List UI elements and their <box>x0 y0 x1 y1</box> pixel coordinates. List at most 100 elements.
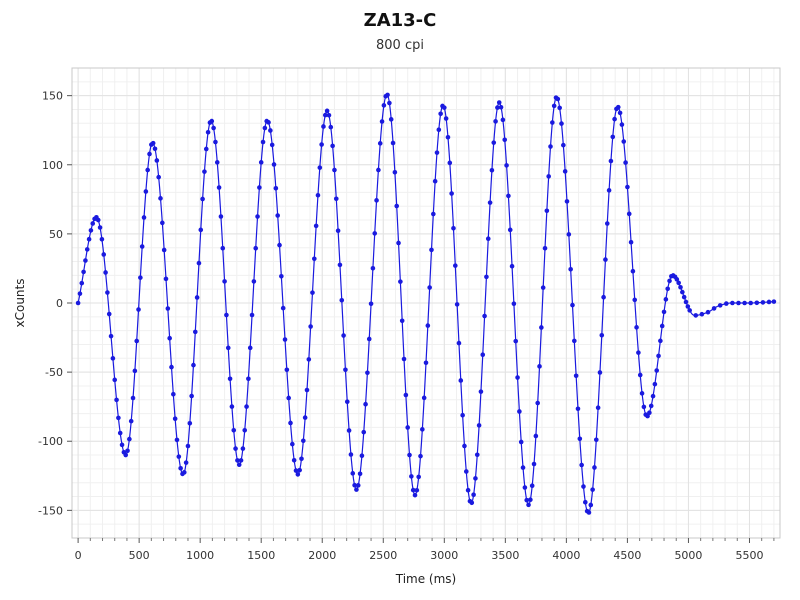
data-point <box>357 471 363 477</box>
data-point <box>480 352 486 358</box>
data-point <box>150 140 156 146</box>
data-point <box>253 245 259 251</box>
data-point <box>306 357 312 362</box>
data-point <box>209 118 215 124</box>
data-point <box>420 427 425 432</box>
data-point <box>606 188 612 193</box>
data-point <box>456 340 462 346</box>
data-point <box>533 433 539 439</box>
data-point <box>317 165 323 170</box>
data-point <box>458 378 464 383</box>
data-point <box>97 225 103 230</box>
data-point <box>127 436 132 442</box>
data-point <box>511 301 517 306</box>
data-point <box>247 345 253 351</box>
data-point <box>244 404 249 409</box>
x-tick-label: 4000 <box>552 549 580 562</box>
data-point <box>249 312 255 318</box>
data-point <box>421 395 427 401</box>
x-tick-label: 3500 <box>491 549 519 562</box>
data-point <box>381 103 387 108</box>
x-tick-label: 500 <box>129 549 150 562</box>
data-point <box>650 393 656 399</box>
data-point <box>198 227 204 233</box>
data-point <box>414 487 420 493</box>
data-point <box>101 252 107 257</box>
data-point <box>453 263 458 268</box>
data-point <box>145 167 150 173</box>
data-point <box>370 265 376 271</box>
grid <box>72 67 780 539</box>
data-point <box>341 333 346 338</box>
data-point <box>469 500 475 506</box>
data-point <box>748 300 753 306</box>
data-point <box>213 139 218 145</box>
data-point <box>431 211 436 217</box>
y-tick-label: -100 <box>38 435 63 448</box>
data-point <box>583 499 588 505</box>
data-point <box>766 299 772 305</box>
data-point <box>546 174 551 179</box>
data-point <box>293 468 299 473</box>
data-point <box>227 376 233 382</box>
data-point <box>513 338 519 344</box>
data-point <box>537 364 542 369</box>
data-point <box>235 458 240 463</box>
data-point <box>663 297 669 302</box>
data-point <box>487 200 493 205</box>
data-point <box>224 312 229 318</box>
data-point <box>291 457 297 463</box>
data-point <box>192 329 198 335</box>
data-point <box>110 356 116 361</box>
data-point <box>225 345 231 351</box>
data-point <box>220 245 226 251</box>
data-point <box>275 213 280 218</box>
data-point <box>361 429 367 435</box>
data-point <box>359 453 365 459</box>
data-point <box>659 323 665 329</box>
data-point <box>286 395 291 401</box>
data-point <box>282 337 288 342</box>
data-point <box>271 162 277 167</box>
data-point <box>154 158 160 163</box>
data-point <box>330 143 335 149</box>
y-tick-label: 0 <box>56 297 63 310</box>
data-point <box>141 215 147 220</box>
data-point <box>632 297 638 303</box>
data-point <box>366 336 372 342</box>
data-point <box>409 474 414 479</box>
data-point <box>114 397 119 403</box>
data-point <box>176 454 182 459</box>
data-point <box>312 256 317 262</box>
data-point <box>572 338 577 344</box>
data-point <box>540 285 546 290</box>
data-point <box>506 193 511 199</box>
data-point <box>136 307 141 312</box>
data-point <box>564 199 570 204</box>
data-point <box>465 487 471 493</box>
data-point <box>548 144 553 149</box>
data-point <box>354 487 359 492</box>
data-point <box>77 291 83 296</box>
data-point <box>443 116 449 121</box>
data-point <box>302 415 308 420</box>
data-point <box>174 437 180 443</box>
data-point <box>407 452 412 458</box>
data-point <box>723 301 729 306</box>
data-point <box>526 502 531 508</box>
data-point <box>236 462 242 468</box>
data-point <box>529 483 535 489</box>
data-point <box>255 214 260 219</box>
data-point <box>630 268 636 274</box>
data-point <box>172 416 178 422</box>
data-point <box>290 441 295 447</box>
data-point <box>183 460 189 465</box>
data-point <box>84 247 90 252</box>
data-point <box>588 502 594 508</box>
chart-title: ZA13-C <box>363 10 437 31</box>
data-point <box>178 466 183 471</box>
x-tick-label: 1500 <box>247 549 275 562</box>
data-point <box>717 303 723 308</box>
data-point <box>601 294 606 300</box>
data-point <box>365 370 370 376</box>
